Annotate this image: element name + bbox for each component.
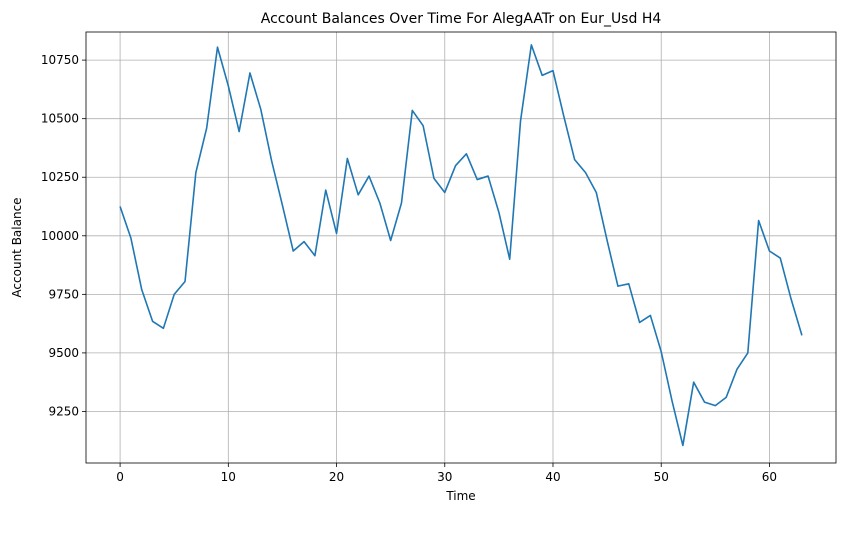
x-tick-label: 20 [329,470,344,484]
y-tick-label: 10250 [41,170,79,184]
x-tick-label: 60 [762,470,777,484]
y-tick-label: 10500 [41,112,79,126]
data-series [119,44,803,447]
plot-area-frame [85,31,837,464]
x-tick-label: 0 [116,470,124,484]
y-tick-label: 9500 [48,346,79,360]
chart-title: Account Balances Over Time For AlegAATr … [261,11,662,27]
grid-lines [86,32,836,463]
series-line-1 [119,44,803,447]
y-tick-label: 10000 [41,229,79,243]
x-tick-label: 40 [545,470,560,484]
y-tick-label: 9750 [48,287,79,301]
y-tick-label: 10750 [41,53,79,67]
axis-ticks: 0 10 20 30 40 50 60 9250 9500 9750 10000 10250 10500… [41,53,777,484]
x-tick-label: 50 [654,470,669,484]
x-axis-title: Time [445,489,475,503]
x-tick-label: 30 [437,470,452,484]
y-axis-title: Account Balance [10,197,24,297]
x-tick-label: 10 [221,470,236,484]
y-tick-label: 9250 [48,404,79,418]
